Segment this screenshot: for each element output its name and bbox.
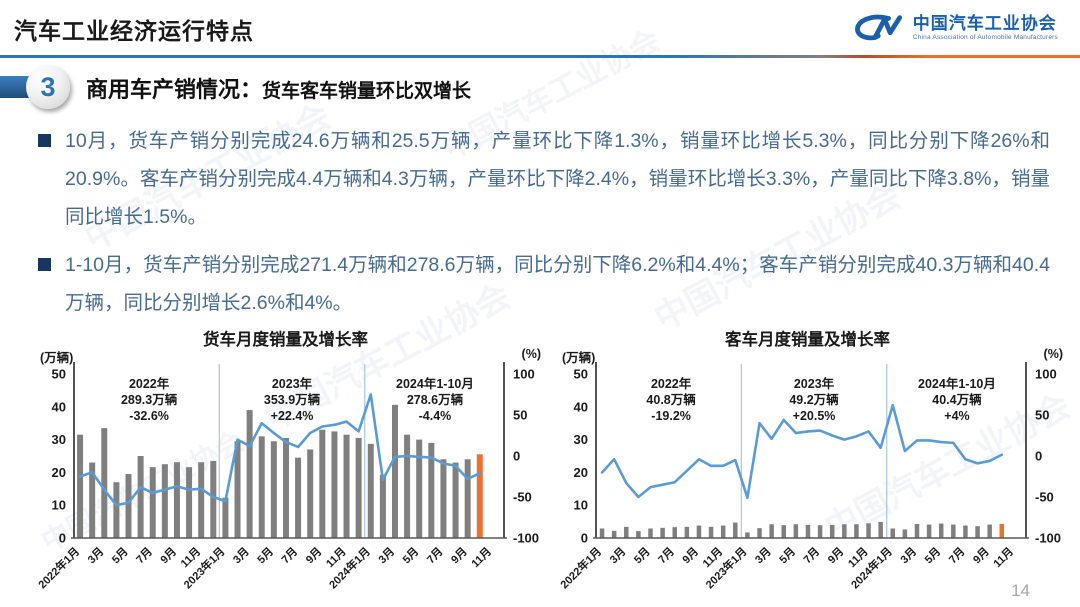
svg-text:11月: 11月 — [991, 545, 1016, 570]
svg-text:2022年: 2022年 — [129, 376, 170, 391]
bullet-list: 10月，货车产销分别完成24.6万辆和25.5万辆，产量环比下降1.3%，销量环… — [38, 122, 1050, 332]
svg-text:50: 50 — [574, 367, 588, 382]
svg-text:9月: 9月 — [158, 545, 179, 566]
svg-text:40.8万辆: 40.8万辆 — [646, 392, 696, 407]
svg-text:50: 50 — [1035, 408, 1049, 423]
svg-text:-19.2%: -19.2% — [651, 409, 691, 423]
svg-text:-100: -100 — [513, 531, 539, 546]
section-header: 3 商用车产销情况：货车客车销量环比双增长 — [0, 64, 1080, 110]
svg-text:9月: 9月 — [825, 545, 846, 566]
svg-text:2022年1月: 2022年1月 — [557, 544, 604, 591]
svg-text:-4.4%: -4.4% — [419, 409, 452, 423]
svg-text:9月: 9月 — [680, 545, 701, 566]
svg-text:7月: 7月 — [279, 545, 300, 566]
caam-logo-icon — [854, 14, 902, 41]
logo-org-name-en: China Association of Automobile Manufact… — [912, 33, 1058, 41]
svg-text:3月: 3月 — [752, 545, 773, 566]
svg-text:2023年: 2023年 — [794, 376, 835, 391]
right-axis-unit: (%) — [521, 347, 541, 361]
svg-text:2023年: 2023年 — [272, 376, 313, 391]
svg-text:40: 40 — [52, 399, 66, 414]
svg-text:3月: 3月 — [607, 545, 628, 566]
bullet-item: 10月，货车产销分别完成24.6万辆和25.5万辆，产量环比下降1.3%，销量环… — [38, 122, 1050, 236]
svg-text:50: 50 — [513, 408, 527, 423]
bullet-square-icon — [38, 134, 51, 147]
svg-text:40.4万辆: 40.4万辆 — [932, 392, 982, 407]
svg-text:5月: 5月 — [777, 545, 798, 566]
svg-text:3月: 3月 — [230, 545, 251, 566]
svg-text:7月: 7月 — [946, 545, 967, 566]
svg-text:50: 50 — [52, 367, 66, 382]
section-heading: 商用车产销情况： — [86, 77, 263, 102]
left-axis-unit: (万辆) — [562, 351, 596, 365]
svg-text:30: 30 — [574, 432, 588, 447]
page-number: 14 — [1011, 581, 1030, 600]
right-axis-unit: (%) — [1043, 347, 1063, 361]
svg-text:3月: 3月 — [376, 545, 397, 566]
section-number-badge: 3 — [26, 65, 70, 109]
svg-text:5月: 5月 — [631, 545, 652, 566]
svg-text:7月: 7月 — [656, 545, 677, 566]
chart-title: 货车月度销量及增长率 — [203, 331, 368, 349]
svg-text:+22.4%: +22.4% — [271, 409, 314, 423]
bullet-text: 10月，货车产销分别完成24.6万辆和25.5万辆，产量环比下降1.3%，销量环… — [65, 130, 1050, 229]
truck-sales-chart: 货车月度销量及增长率 (万辆) (%) 0 10 20 30 40 50 -100 -50 0 5… — [28, 324, 543, 604]
svg-text:100: 100 — [513, 367, 535, 382]
svg-text:353.9万辆: 353.9万辆 — [264, 392, 321, 407]
left-axis-unit: (万辆) — [40, 351, 74, 365]
svg-text:5月: 5月 — [109, 545, 130, 566]
svg-text:30: 30 — [52, 432, 66, 447]
svg-text:5月: 5月 — [400, 545, 421, 566]
svg-text:40: 40 — [574, 399, 588, 414]
svg-text:289.3万辆: 289.3万辆 — [121, 392, 178, 407]
svg-text:11月: 11月 — [469, 545, 494, 570]
svg-text:-50: -50 — [513, 490, 532, 505]
svg-text:-50: -50 — [1035, 490, 1054, 505]
svg-text:2024年1-10月: 2024年1-10月 — [918, 376, 996, 391]
svg-text:10: 10 — [574, 498, 588, 513]
chart-title: 客车月度销量及增长率 — [725, 331, 890, 349]
svg-text:+4%: +4% — [944, 409, 969, 423]
svg-text:2022年1月: 2022年1月 — [35, 544, 82, 591]
svg-text:10: 10 — [52, 498, 66, 513]
svg-text:5月: 5月 — [255, 545, 276, 566]
svg-text:7月: 7月 — [424, 545, 445, 566]
svg-text:9月: 9月 — [448, 545, 469, 566]
bullet-item: 1-10月，货车产销分别完成271.4万辆和278.6万辆，同比分别下降6.2%… — [38, 246, 1050, 322]
svg-text:49.2万辆: 49.2万辆 — [789, 392, 839, 407]
svg-text:-100: -100 — [1035, 531, 1061, 546]
svg-text:0: 0 — [1035, 449, 1042, 464]
caam-logo: 中国汽车工业协会 China Association of Automobile… — [852, 8, 1058, 48]
svg-text:20: 20 — [52, 465, 66, 480]
svg-text:2024年1-10月: 2024年1-10月 — [396, 376, 474, 391]
svg-text:7月: 7月 — [134, 545, 155, 566]
svg-text:278.6万辆: 278.6万辆 — [407, 392, 464, 407]
svg-text:+20.5%: +20.5% — [793, 409, 836, 423]
bullet-square-icon — [38, 258, 51, 272]
header-divider — [0, 55, 1080, 58]
svg-text:20: 20 — [574, 465, 588, 480]
bus-sales-chart: 客车月度销量及增长率 (万辆) (%) 0 10 20 30 40 50 -100 -50 0 5… — [550, 324, 1065, 604]
svg-text:5月: 5月 — [922, 545, 943, 566]
svg-text:7月: 7月 — [801, 545, 822, 566]
svg-text:9月: 9月 — [970, 545, 991, 566]
svg-text:0: 0 — [581, 531, 588, 546]
svg-text:3月: 3月 — [898, 545, 919, 566]
svg-text:9月: 9月 — [303, 545, 324, 566]
svg-text:100: 100 — [1035, 367, 1057, 382]
section-subheading: 货车客车销量环比双增长 — [262, 81, 472, 102]
logo-org-name: 中国汽车工业协会 — [912, 14, 1057, 34]
svg-text:2022年: 2022年 — [651, 376, 692, 391]
page-title: 汽车工业经济运行特点 — [14, 18, 254, 44]
svg-text:-32.6%: -32.6% — [129, 409, 169, 423]
svg-text:0: 0 — [513, 449, 520, 464]
svg-text:3月: 3月 — [85, 545, 106, 566]
svg-text:0: 0 — [59, 531, 66, 546]
bullet-text: 1-10月，货车产销分别完成271.4万辆和278.6万辆，同比分别下降6.2%… — [65, 254, 1050, 315]
